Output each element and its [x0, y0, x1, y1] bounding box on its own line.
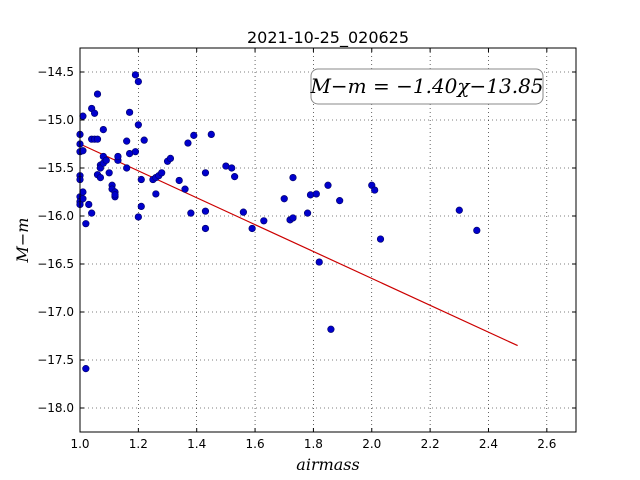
annotation-text: M−m = −1.40χ−13.85	[309, 74, 543, 98]
data-point	[82, 365, 90, 373]
y-tick-label: −17.5	[37, 353, 74, 367]
x-tick-labels: 1.0 1.2 1.4 1.6 1.8 2.0 2.2 2.4 2.6	[70, 437, 556, 451]
data-point	[88, 209, 96, 217]
data-point	[312, 190, 320, 198]
annotation-box	[310, 68, 544, 105]
data-point	[336, 197, 344, 205]
data-point	[90, 109, 99, 117]
data-point	[231, 173, 239, 181]
data-point	[201, 224, 210, 233]
data-point	[111, 191, 119, 199]
data-point	[134, 213, 142, 221]
data-point	[99, 126, 107, 134]
data-point	[371, 186, 379, 194]
data-point	[131, 148, 140, 156]
fit-annotation: M−m = −1.40χ−13.85	[309, 68, 544, 105]
x-tick-label: 1.2	[129, 437, 148, 451]
data-point	[248, 224, 256, 233]
data-point	[137, 202, 145, 210]
data-point	[201, 169, 210, 177]
data-point	[280, 195, 288, 203]
data-point	[190, 131, 198, 139]
data-point	[184, 139, 192, 147]
data-point	[239, 208, 247, 216]
x-tick-label: 2.2	[421, 437, 440, 451]
data-point	[260, 217, 268, 225]
data-point	[140, 136, 148, 144]
y-tick-label: −15.0	[37, 113, 74, 127]
y-axis-label: M−m	[13, 218, 32, 264]
y-tick-label: −18.0	[37, 401, 74, 415]
data-point	[79, 195, 87, 203]
data-point	[181, 185, 189, 193]
x-tick-label: 1.0	[70, 437, 89, 451]
chart-title: 2021-10-25_020625	[247, 28, 409, 48]
y-tick-label: −17.0	[37, 305, 74, 319]
data-point	[158, 169, 166, 177]
data-point	[96, 174, 105, 182]
data-point	[79, 147, 87, 155]
data-point	[131, 71, 140, 79]
data-point	[175, 176, 183, 185]
plot-frame	[79, 47, 577, 433]
x-tick-label: 2.4	[479, 437, 498, 451]
data-point	[123, 137, 131, 145]
data-point	[102, 156, 110, 164]
y-tick-label: −14.5	[37, 65, 74, 79]
data-point	[201, 207, 210, 215]
data-point	[85, 200, 93, 209]
data-points	[76, 71, 481, 373]
grid	[79, 48, 576, 432]
data-point	[306, 191, 315, 199]
data-point	[289, 174, 297, 182]
data-point	[324, 181, 332, 189]
data-point	[376, 235, 385, 243]
data-point	[137, 175, 145, 184]
data-point	[82, 220, 90, 228]
data-point	[315, 258, 323, 266]
data-point	[134, 77, 142, 86]
data-point	[79, 188, 87, 196]
data-point	[303, 209, 312, 217]
x-tick-label: 1.8	[304, 437, 323, 451]
data-point	[289, 214, 297, 222]
data-point	[123, 164, 131, 172]
data-point	[228, 164, 236, 172]
x-axis-label: airmass	[296, 455, 359, 474]
data-point	[134, 121, 142, 129]
data-point	[105, 169, 113, 177]
x-tick-label: 2.0	[362, 437, 381, 451]
x-tick-label: 1.4	[187, 437, 206, 451]
data-point	[93, 135, 102, 143]
data-point	[114, 152, 122, 161]
axis-ticks	[79, 48, 576, 432]
data-point	[79, 112, 87, 120]
y-tick-label: −16.0	[37, 209, 74, 223]
data-point	[152, 190, 160, 198]
data-point	[126, 108, 134, 116]
data-point	[207, 130, 215, 138]
x-tick-label: 2.6	[537, 437, 556, 451]
x-tick-label: 1.6	[246, 437, 265, 451]
y-tick-label: −16.5	[37, 257, 74, 271]
data-point	[93, 90, 102, 98]
y-tick-labels: −14.5 −15.0 −15.5 −16.0 −16.5 −17.0 −17.5 −18.0	[37, 65, 74, 415]
data-point	[327, 325, 335, 333]
data-point	[187, 209, 195, 217]
data-point	[473, 226, 481, 234]
y-tick-label: −15.5	[37, 161, 74, 175]
data-point	[455, 206, 463, 214]
data-point	[166, 154, 175, 162]
